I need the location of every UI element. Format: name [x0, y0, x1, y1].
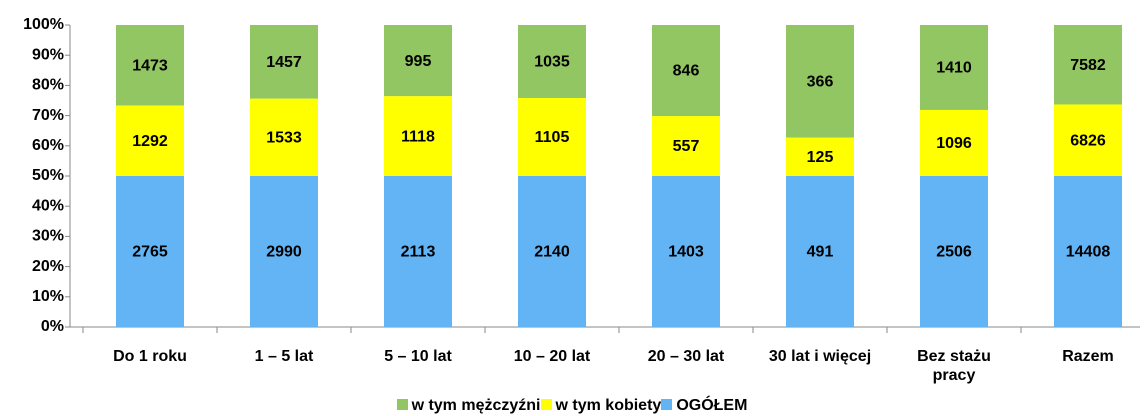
- bar-segment: [786, 25, 854, 138]
- bar-segment: [116, 25, 184, 106]
- data-label: 1105: [535, 129, 570, 146]
- bar-segment: [518, 25, 586, 99]
- data-label: 1118: [401, 128, 435, 145]
- x-tick-label: Razem: [1062, 348, 1114, 365]
- bar-segment: [920, 109, 988, 176]
- y-tick-label: 20%: [32, 258, 64, 275]
- legend-label: OGÓŁEM: [676, 397, 748, 414]
- data-label: 1096: [936, 135, 972, 152]
- data-label: 1410: [936, 60, 972, 77]
- legend-swatch: [661, 399, 673, 410]
- data-label: 557: [673, 138, 700, 155]
- legend: w tym mężczyźni w tym kobiety OGÓŁEM: [0, 397, 1144, 415]
- y-tick-label: 30%: [32, 228, 64, 245]
- y-tick-label: 90%: [32, 46, 64, 63]
- x-tick-label: 30 lat i więcej: [768, 348, 872, 365]
- legend-label: w tym mężczyźni: [411, 397, 541, 414]
- data-label: 125: [807, 149, 834, 166]
- data-label: 1473: [132, 57, 168, 74]
- bar-segment: [1054, 176, 1122, 327]
- legend-label: w tym kobiety: [555, 397, 662, 414]
- data-label: 2140: [534, 244, 570, 261]
- bar-segment: [250, 25, 318, 99]
- y-tick-label: 80%: [32, 77, 64, 94]
- y-tick-label: 0%: [41, 318, 64, 335]
- y-tick-label: 100%: [23, 16, 64, 33]
- bar-segment: [250, 176, 318, 327]
- x-tick-label: Bez stażu pracy: [917, 348, 991, 384]
- data-label: 366: [807, 73, 834, 90]
- bar-segment: [652, 25, 720, 117]
- data-label: 1035: [534, 54, 570, 71]
- data-label: 1292: [132, 133, 168, 150]
- x-tick-label: 10 – 20 lat: [513, 348, 591, 365]
- data-label: 1457: [266, 54, 302, 71]
- bar-segment: [786, 137, 854, 176]
- bar-segment: [384, 96, 452, 176]
- bar-segment: [652, 176, 720, 327]
- bar-segment: [1054, 104, 1122, 176]
- data-label: 6826: [1070, 132, 1106, 149]
- y-tick-label: 50%: [32, 167, 64, 184]
- bar-segment: [518, 176, 586, 327]
- x-tick-label: 5 – 10 lat: [384, 348, 452, 365]
- y-tick-label: 70%: [32, 107, 64, 124]
- bar-segment: [116, 105, 184, 176]
- bar-segment: [116, 176, 184, 327]
- data-label: 2113: [401, 244, 436, 261]
- data-label: 2506: [936, 244, 972, 261]
- bar-segment: [250, 98, 318, 176]
- y-tick-label: 10%: [32, 288, 64, 305]
- y-tick-label: 60%: [32, 137, 64, 154]
- bar-segment: [786, 176, 854, 327]
- data-label: 995: [405, 53, 432, 70]
- legend-swatch: [540, 399, 552, 410]
- bar-segment: [518, 98, 586, 176]
- data-label: 2765: [132, 244, 168, 261]
- bar-segment: [920, 176, 988, 327]
- data-label: 846: [673, 63, 700, 80]
- data-label: 1533: [266, 130, 302, 147]
- x-tick-label: Do 1 roku: [113, 348, 187, 365]
- bar-segment: [652, 116, 720, 176]
- bar-segment: [920, 25, 988, 110]
- legend-swatch: [396, 399, 408, 410]
- data-label: 14408: [1066, 244, 1111, 261]
- bar-segment: [384, 25, 452, 97]
- data-label: 1403: [668, 244, 704, 261]
- x-tick-label: 20 – 30 lat: [647, 348, 725, 365]
- data-label: 491: [807, 244, 834, 261]
- data-label: 2990: [266, 244, 302, 261]
- bar-segment: [1054, 25, 1122, 105]
- x-tick-label: 1 – 5 lat: [254, 348, 314, 365]
- bar-segment: [384, 176, 452, 327]
- y-tick-label: 40%: [32, 197, 64, 214]
- data-label: 7582: [1070, 57, 1106, 74]
